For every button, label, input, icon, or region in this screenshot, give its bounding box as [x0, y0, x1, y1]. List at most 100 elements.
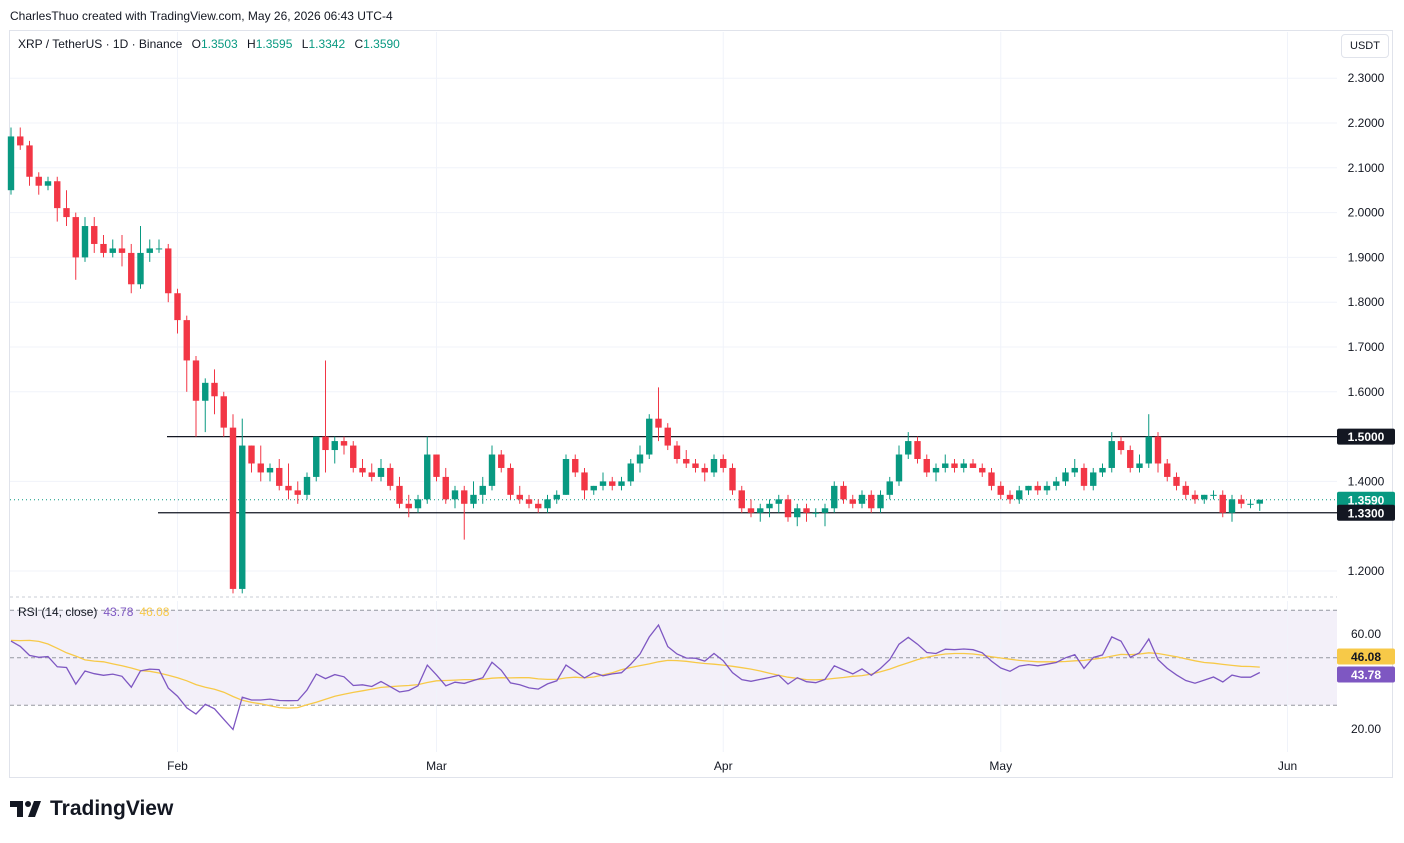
candle-body [812, 512, 819, 514]
last-price-label: 1.3590 [1348, 493, 1385, 507]
candle-body [35, 176, 42, 186]
resistance-price-label: 1.5000 [1348, 430, 1385, 444]
candle-body [1043, 485, 1051, 491]
candle-body [479, 485, 486, 495]
rsi-background [10, 596, 1337, 706]
candle-body [590, 485, 597, 491]
candle-body [599, 481, 607, 486]
rsi-last-label-bg [1337, 666, 1395, 683]
price-tick-label: 1.8000 [1348, 295, 1385, 309]
candle-body [757, 508, 764, 513]
rsi-tick-label: 60.00 [1351, 627, 1381, 641]
candle-body [331, 441, 338, 451]
price-tick-label: 1.6000 [1348, 385, 1385, 399]
candle-body [248, 445, 255, 464]
candle-body [44, 181, 52, 186]
candle-body [1154, 436, 1162, 464]
candle-body [914, 441, 921, 459]
candle-body [1247, 503, 1254, 505]
time-label-apr: Apr [714, 759, 733, 773]
candle-body [507, 467, 514, 495]
currency-selector[interactable]: USDT [1341, 34, 1389, 58]
symbol-label: XRP / TetherUS · 1D · Binance [18, 37, 183, 51]
candle-body [1164, 463, 1171, 477]
candle-body [849, 499, 856, 504]
candle-body [1034, 485, 1041, 491]
rsi-value: 43.78 [103, 605, 134, 619]
candle-body [109, 248, 116, 253]
close-label: C [354, 37, 364, 51]
candle-body [710, 459, 718, 473]
rsi-ma-value: 46.08 [139, 605, 170, 619]
candle-body [239, 445, 246, 589]
brand-name: TradingView [50, 797, 174, 820]
candle-body [979, 467, 986, 473]
candle-body [720, 459, 727, 468]
candle-body [1201, 494, 1208, 500]
candle-body [1238, 499, 1245, 504]
candle-body [470, 494, 477, 504]
candle-body [303, 476, 311, 495]
candle-body [63, 208, 70, 218]
candle-body [664, 427, 671, 446]
candle-body [359, 467, 366, 473]
rsi-lines [10, 623, 1261, 731]
rsi-ma-line [10, 639, 1260, 709]
candle-body [784, 499, 792, 518]
candle-body [1016, 490, 1023, 500]
candle-body [285, 485, 292, 491]
time-label-may: May [989, 759, 1012, 773]
time-label-mar: Mar [426, 759, 447, 773]
candle-body [766, 503, 773, 509]
candle-body [1025, 485, 1032, 491]
candle-body [7, 136, 15, 191]
candle-body [831, 485, 838, 509]
candle-body [442, 476, 449, 500]
candle-body [350, 445, 357, 468]
candle-body [266, 467, 274, 473]
candle-body [932, 467, 940, 473]
candle-body [368, 472, 375, 477]
candle-body [868, 494, 875, 509]
low-label: L [301, 37, 309, 51]
candle-body [1099, 467, 1106, 473]
high-value: 1.3595 [255, 37, 293, 51]
candle-body [562, 459, 570, 495]
candle-body [683, 459, 690, 464]
candle-body [174, 293, 181, 321]
price-tick-label: 1.9000 [1348, 250, 1385, 264]
rsi-tick-label: 20.00 [1351, 722, 1381, 736]
candle-body [618, 481, 625, 486]
candle-body [1062, 472, 1069, 482]
candle-body [488, 454, 496, 486]
candle-body [673, 445, 681, 459]
candle-body [17, 136, 24, 146]
price-tick-label: 2.0000 [1348, 206, 1385, 220]
price-tick-label: 2.3000 [1348, 71, 1385, 85]
open-label: O [191, 37, 201, 51]
rsi-band-fill [10, 610, 1337, 706]
grid [10, 32, 1337, 752]
candle-body [646, 418, 653, 455]
candle-body [405, 503, 412, 509]
symbol-legend: XRP / TetherUS · 1D · Binance O1.3503 H1… [18, 37, 400, 51]
candle-body [997, 485, 1004, 495]
candle-body [424, 454, 431, 500]
time-axis: Feb Mar Apr May Jun [167, 759, 1297, 773]
low-value: 1.3342 [308, 37, 346, 51]
candle-body [257, 463, 264, 473]
candle-body [988, 472, 995, 486]
candles [7, 127, 1263, 594]
candle-body [1071, 467, 1078, 473]
candle-body [220, 396, 227, 428]
candle-body [91, 226, 98, 244]
candle-body [636, 454, 644, 464]
candle-body [1182, 485, 1189, 495]
candle-body [26, 145, 33, 177]
time-label-jun: Jun [1278, 759, 1297, 773]
candle-body [1053, 481, 1060, 486]
candle-body [581, 472, 588, 491]
last-price-label-bg [1337, 491, 1395, 508]
chart-credit: CharlesThuo created with TradingView.com… [10, 9, 393, 23]
